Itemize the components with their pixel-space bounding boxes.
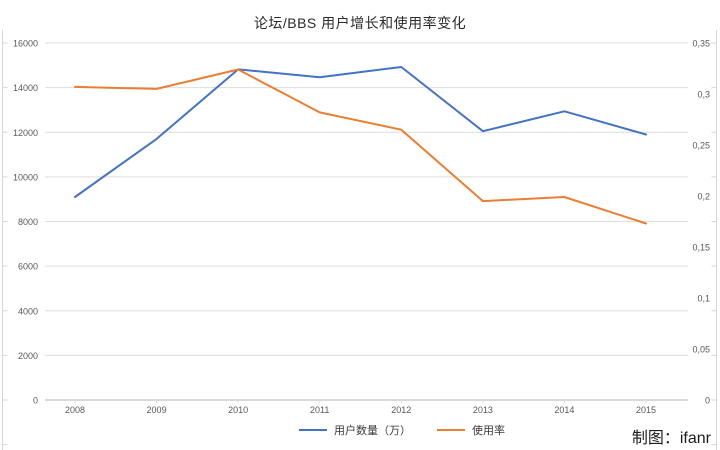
usage-rate-line	[74, 68, 647, 225]
left-axis-tick-label: 6000	[18, 262, 38, 272]
left-axis-tick-label: 0	[33, 396, 38, 406]
left-axis-tick-label: 4000	[18, 306, 38, 316]
right-axis-tick-label: 0,05	[692, 345, 710, 355]
x-axis-label: 2012	[391, 405, 411, 415]
x-axis-label: 2011	[310, 405, 329, 415]
x-axis-label: 2010	[228, 405, 248, 415]
legend-label-user-count: 用户数量（万）	[334, 425, 411, 437]
legend-line-user-count-icon	[299, 429, 327, 431]
x-axis-label: 2009	[147, 405, 167, 415]
right-axis-tick-label: 0,2	[697, 192, 710, 202]
right-axis-tick-label: 0,1	[697, 294, 710, 304]
chart-title: 论坛/BBS 用户增长和使用率变化	[253, 15, 467, 31]
right-axis-tick-label: 0,15	[692, 243, 710, 253]
legend-label-usage-rate: 使用率	[472, 425, 505, 437]
right-axis-tick-label: 0,35	[692, 39, 710, 49]
left-axis-tick-label: 14000	[13, 83, 38, 93]
legend-item-user-count: 用户数量（万）	[299, 422, 411, 438]
user-count-line	[74, 66, 647, 198]
right-axis-tick-label: 0,3	[697, 90, 710, 100]
x-axis-label: 2008	[65, 405, 85, 415]
credit-text: 制图：ifanr	[631, 430, 711, 447]
legend-item-usage-rate: 使用率	[437, 422, 505, 438]
left-axis-tick-label: 16000	[13, 39, 38, 49]
x-axis-label: 2013	[473, 405, 493, 415]
right-axis-tick-label: 0	[705, 396, 710, 406]
legend-line-usage-rate-icon	[437, 429, 465, 431]
left-axis-tick-label: 2000	[18, 351, 38, 361]
x-axis-label: 2014	[554, 405, 574, 415]
left-axis-tick-label: 12000	[13, 128, 38, 138]
x-axis-label: 2015	[636, 405, 656, 415]
right-axis-tick-label: 0,25	[692, 141, 710, 151]
chart-legend: 用户数量（万） 使用率	[42, 422, 720, 438]
left-axis-tick-label: 10000	[13, 172, 38, 182]
left-axis-tick-label: 8000	[18, 217, 38, 227]
